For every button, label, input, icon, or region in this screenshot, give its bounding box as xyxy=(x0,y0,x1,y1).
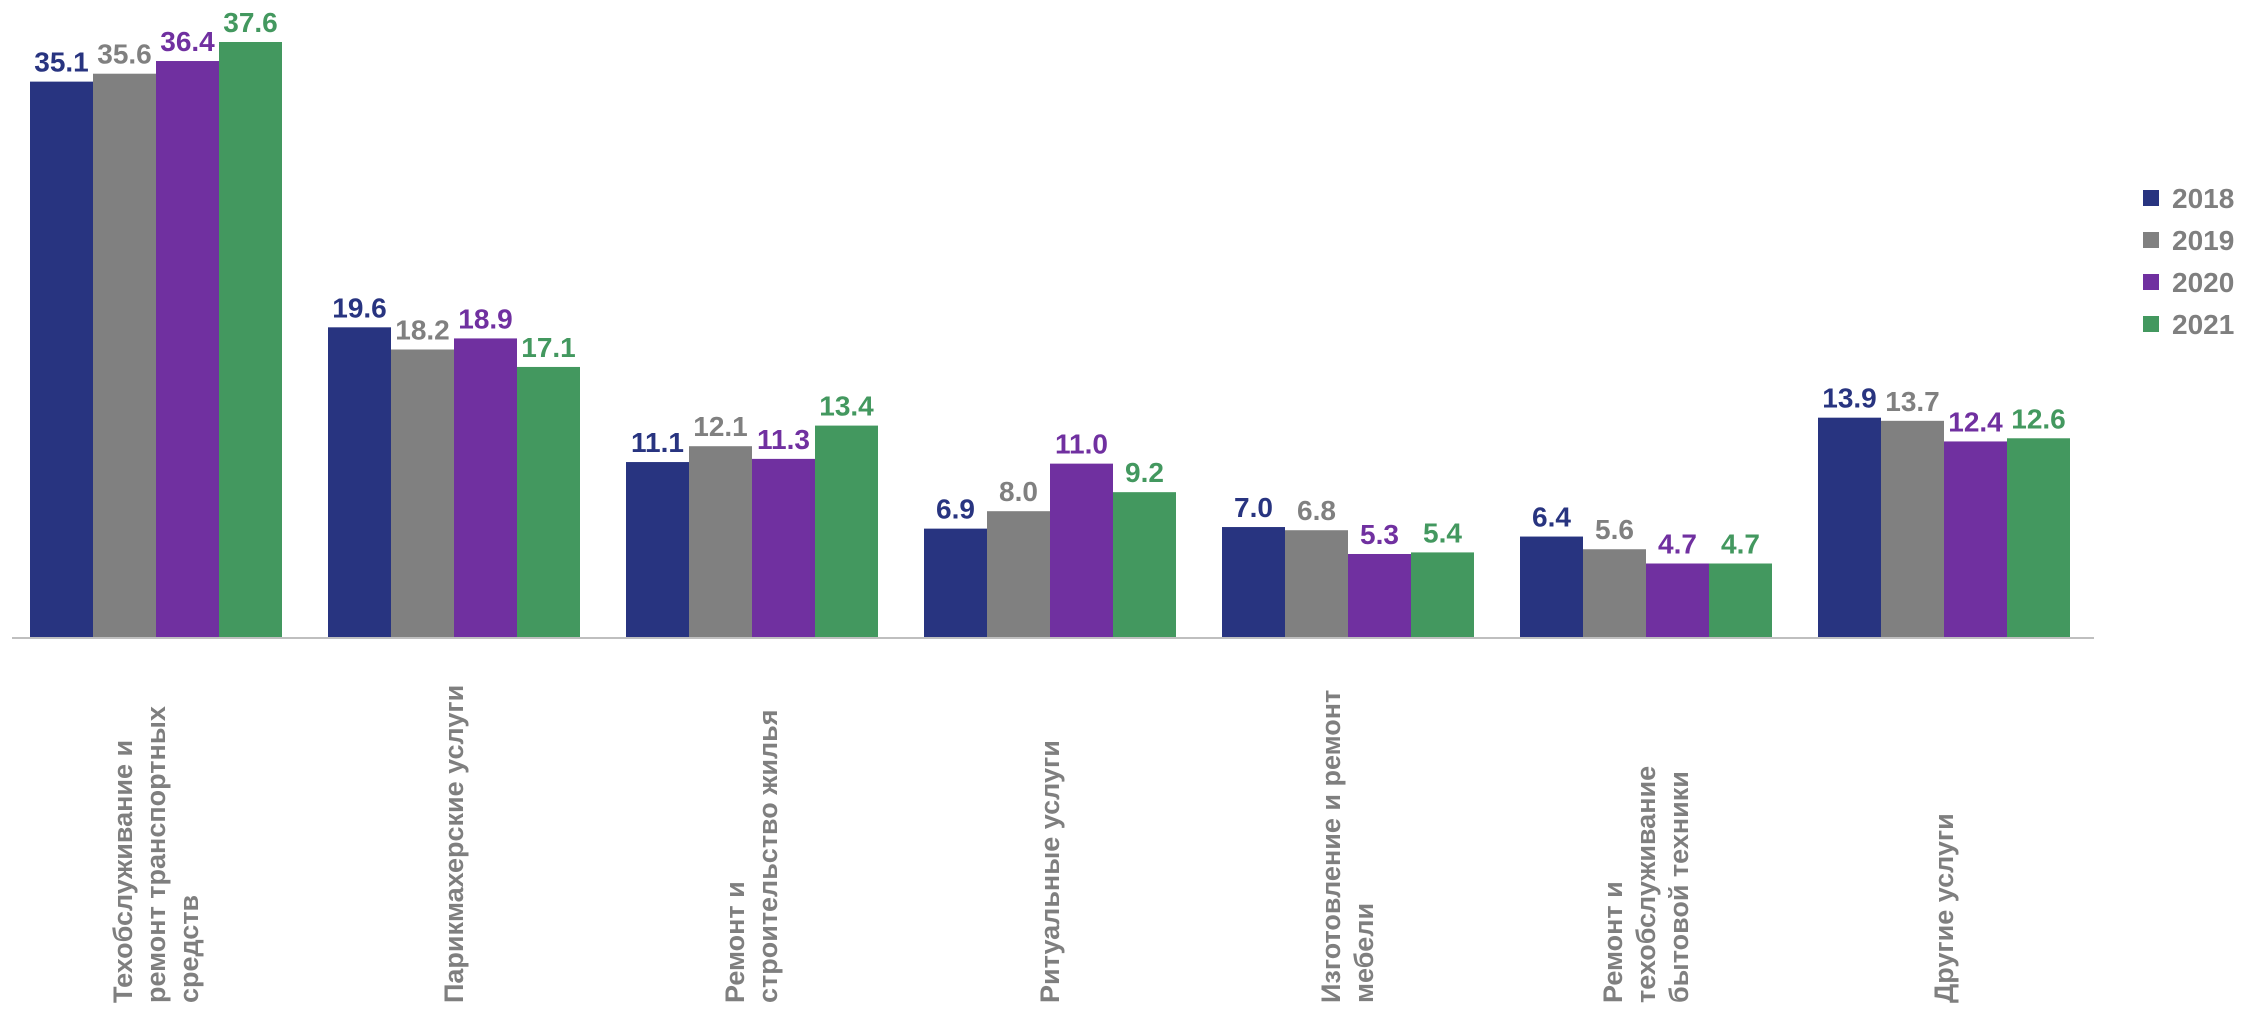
value-label: 5.3 xyxy=(1360,519,1399,550)
value-label: 11.1 xyxy=(631,427,684,458)
bar xyxy=(93,73,156,638)
category-label: Другие услуги xyxy=(1928,813,1959,1003)
bar xyxy=(1583,549,1646,638)
value-label: 19.6 xyxy=(332,292,387,323)
value-label: 36.4 xyxy=(160,26,215,57)
value-label: 11.0 xyxy=(1055,429,1108,460)
value-label: 35.1 xyxy=(34,47,89,78)
bar xyxy=(1944,441,2007,638)
bar xyxy=(1646,563,1709,638)
category-label: Ремонт и строительство жилья xyxy=(720,709,783,1003)
value-label: 13.4 xyxy=(819,391,874,422)
bar xyxy=(1881,420,1944,638)
legend-swatch xyxy=(2143,232,2159,248)
bar xyxy=(391,349,454,638)
bar xyxy=(1709,563,1772,638)
value-label: 17.1 xyxy=(521,332,576,363)
value-label: 12.6 xyxy=(2011,403,2066,434)
value-label: 12.1 xyxy=(693,411,748,442)
legend-swatch xyxy=(2143,274,2159,290)
value-label: 13.7 xyxy=(1885,386,1940,417)
legend-label: 2018 xyxy=(2172,183,2234,214)
value-label: 8.0 xyxy=(999,476,1038,507)
bar xyxy=(1285,530,1348,638)
category-label: Изготовление и ремонт мебели xyxy=(1316,689,1379,1003)
category-label: Техобслуживание и ремонт транспортных ср… xyxy=(107,706,204,1003)
category-label: Ритуальные услуги xyxy=(1034,740,1065,1003)
bar xyxy=(1818,417,1881,638)
value-label: 12.4 xyxy=(1948,406,2003,437)
bar xyxy=(752,458,815,638)
category-label: Ремонт и техобслуживание бытовой техники xyxy=(1597,765,1694,1003)
category-label: Парикмахерские услуги xyxy=(438,684,469,1003)
bar xyxy=(156,61,219,638)
value-label: 5.4 xyxy=(1423,517,1462,548)
value-label: 5.6 xyxy=(1595,514,1634,545)
bar xyxy=(219,42,282,638)
bar xyxy=(2007,438,2070,638)
bar xyxy=(1222,527,1285,638)
value-label: 7.0 xyxy=(1234,492,1273,523)
value-label: 9.2 xyxy=(1125,457,1164,488)
value-label: 35.6 xyxy=(97,39,152,70)
legend-label: 2021 xyxy=(2172,309,2234,340)
bar xyxy=(328,327,391,638)
bar xyxy=(689,446,752,638)
bar xyxy=(517,366,580,638)
value-label: 6.9 xyxy=(936,494,975,525)
bar xyxy=(454,338,517,638)
legend-swatch xyxy=(2143,190,2159,206)
value-label: 4.7 xyxy=(1721,529,1760,560)
legend-label: 2020 xyxy=(2172,267,2234,298)
bar xyxy=(815,425,878,638)
bar xyxy=(924,528,987,638)
value-label: 11.3 xyxy=(757,424,810,455)
value-label: 6.8 xyxy=(1297,495,1336,526)
bar xyxy=(1113,492,1176,638)
value-label: 6.4 xyxy=(1532,502,1571,533)
bar xyxy=(30,81,93,638)
bar xyxy=(626,462,689,638)
bar xyxy=(1348,553,1411,638)
legend-swatch xyxy=(2143,316,2159,332)
value-label: 37.6 xyxy=(223,7,278,38)
bar xyxy=(1411,552,1474,638)
value-label: 13.9 xyxy=(1822,383,1877,414)
bar xyxy=(987,511,1050,638)
bar xyxy=(1520,536,1583,638)
value-label: 4.7 xyxy=(1658,529,1697,560)
bar xyxy=(1050,463,1113,638)
legend-label: 2019 xyxy=(2172,225,2234,256)
value-label: 18.9 xyxy=(458,303,513,334)
value-label: 18.2 xyxy=(395,315,450,346)
